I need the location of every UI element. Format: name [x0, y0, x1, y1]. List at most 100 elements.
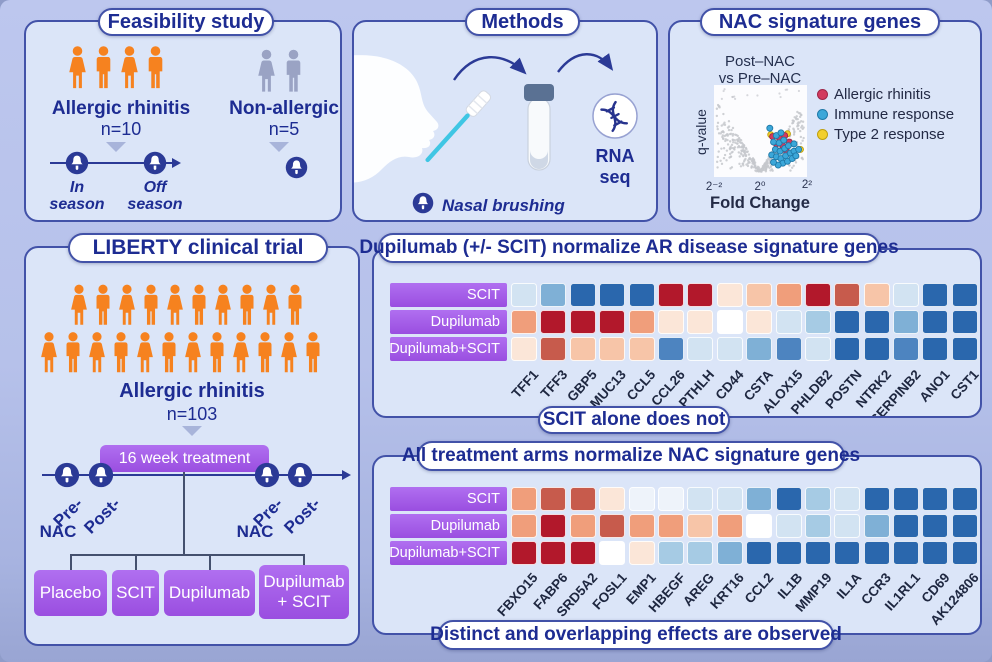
volcano-plot: [714, 85, 807, 177]
heatmap-cell: [599, 283, 626, 307]
heatmap-cell: [657, 337, 684, 361]
person-male-icon: [66, 332, 80, 373]
person-female-icon: [89, 332, 105, 373]
person-male-icon: [96, 46, 111, 89]
heatmap-cell: [834, 310, 861, 334]
title-methods: Methods: [465, 8, 580, 36]
nasal-brush-icon: [65, 151, 89, 175]
heatmap-cell: [863, 541, 890, 565]
legend-item: Allergic rhinitis: [817, 86, 954, 103]
arrow-right-icon: [342, 470, 351, 480]
heatmap-cell: [893, 487, 920, 511]
heatmap-cell: [922, 310, 949, 334]
heatmap-cell: [687, 487, 714, 511]
season-timeline: [50, 162, 172, 164]
heatmap-cell: [716, 487, 743, 511]
person-male-icon: [286, 49, 301, 92]
panel-nac-signature: Post–NAC vs Pre–NAC q-value 2⁻² 2⁰ 2² Fo…: [668, 20, 982, 222]
heatmap-cell: [628, 283, 655, 307]
heatmap-row: Dupilumab+SCIT: [389, 337, 978, 361]
heatmap-cell: [746, 487, 773, 511]
heatmap-cell: [540, 283, 567, 307]
heatmap-cell: [716, 283, 743, 307]
legend-dot-icon: [817, 88, 828, 100]
tree-stub: [209, 554, 211, 570]
heatmap-cell: [746, 541, 773, 565]
heatmap-cell: [804, 337, 831, 361]
heatmap-cell: [863, 487, 890, 511]
person-male-icon: [288, 284, 302, 325]
heatmap-cell: [804, 283, 831, 307]
heatmap-cell: [834, 487, 861, 511]
volcano-legend: Allergic rhinitis Immune response Type 2 r…: [817, 86, 954, 146]
allergic-people-group: [66, 40, 167, 95]
panel-feasibility: Allergic rhinitis n=10 Non-allergic n=5 …: [24, 20, 342, 222]
tree-stub: [303, 554, 305, 565]
volcano-title-line1: Post–NAC: [724, 53, 796, 70]
nasal-brush-icon: [88, 462, 114, 488]
liberty-people-row1: [68, 282, 306, 328]
arm-box-placebo: Placebo: [34, 570, 107, 616]
heatmap-cell: [951, 541, 978, 565]
heatmap-cell: [599, 487, 626, 511]
person-female-icon: [258, 49, 275, 92]
legend-dot-icon: [817, 128, 828, 140]
heatmap-cell: [746, 310, 773, 334]
heatmap-cell: [687, 541, 714, 565]
heatmap-cell: [834, 337, 861, 361]
panel-heatmap-nac: SCIT Dupilumab Dupilumab+SCIT FBXO15 FABP6 S…: [372, 455, 982, 635]
nonallergic-n-label: n=5: [268, 119, 300, 139]
heatmap-cell: [922, 541, 949, 565]
dna-icon: [592, 93, 638, 139]
heatmap-cell: [804, 310, 831, 334]
tree-branch: [70, 554, 304, 556]
methods-illustration: [354, 53, 638, 183]
heatmap-cell: [569, 283, 596, 307]
heatmap-cell: [922, 337, 949, 361]
legend-label: Immune response: [834, 105, 955, 123]
person-female-icon: [185, 332, 201, 373]
legend-item: Type 2 response: [817, 125, 954, 143]
heatmap-cell: [657, 487, 684, 511]
heatmap-row: Dupilumab+SCIT: [389, 541, 978, 565]
heatmap-cell: [540, 514, 567, 538]
heatmap-cell: [893, 283, 920, 307]
heatmap-row: Dupilumab: [390, 310, 978, 334]
allergic-rhinitis-label: Allergic rhinitis: [51, 98, 191, 119]
person-male-icon: [306, 332, 320, 373]
nac-label: NAC: [39, 522, 77, 541]
heatmap-cell: [716, 337, 743, 361]
person-female-icon: [167, 284, 183, 325]
triangle-down-icon: [182, 426, 202, 436]
panel-methods: RNA seq Nasal brushing: [352, 20, 658, 222]
person-female-icon: [119, 284, 135, 325]
heatmap-cell: [657, 514, 684, 538]
arm-box-dupilumab: Dupilumab: [164, 570, 255, 616]
arm-box-dupilumab-scit: Dupilumab + SCIT: [259, 565, 349, 619]
heatmap-cell: [511, 283, 537, 307]
volcano-title-line2: vs Pre–NAC: [718, 70, 802, 87]
arrow-right-icon: [172, 158, 181, 168]
heatmap-cell: [687, 283, 714, 307]
heatmap-cell: [804, 541, 831, 565]
heatmap-cell: [893, 337, 920, 361]
heatmap-cell: [951, 487, 978, 511]
heatmap-cell: [804, 514, 831, 538]
nasal-brush-tool: [425, 90, 492, 163]
tree-stub: [135, 554, 137, 570]
legend-label: Type 2 response: [834, 125, 945, 143]
person-male-icon: [240, 284, 254, 325]
heatmap-cell: [687, 310, 714, 334]
person-male-icon: [162, 332, 176, 373]
heatmap-cell: [893, 541, 920, 565]
footer-scit-alone: SCIT alone does not: [538, 406, 730, 434]
triangle-down-icon: [106, 142, 126, 152]
legend-dot-icon: [817, 108, 828, 120]
heatmap-cell: [569, 487, 596, 511]
title-liberty-clinical-trial: LIBERTY clinical trial: [68, 233, 328, 263]
nac-label: NAC: [236, 522, 274, 541]
row-label-dupilumab+scit: Dupilumab+SCIT: [389, 541, 507, 565]
person-male-icon: [144, 284, 158, 325]
panel-heatmap-ar: SCIT Dupilumab Dupilumab+SCIT TFF1 TFF3 GBP5…: [372, 248, 982, 418]
